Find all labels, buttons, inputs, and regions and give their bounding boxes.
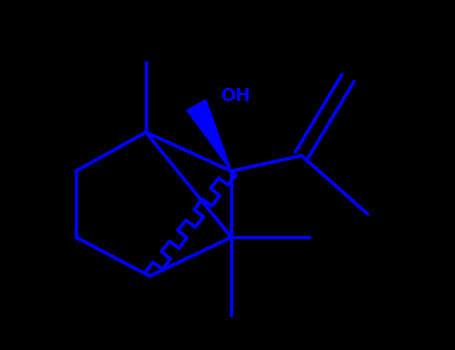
Polygon shape — [187, 100, 232, 171]
Text: OH: OH — [220, 87, 250, 105]
